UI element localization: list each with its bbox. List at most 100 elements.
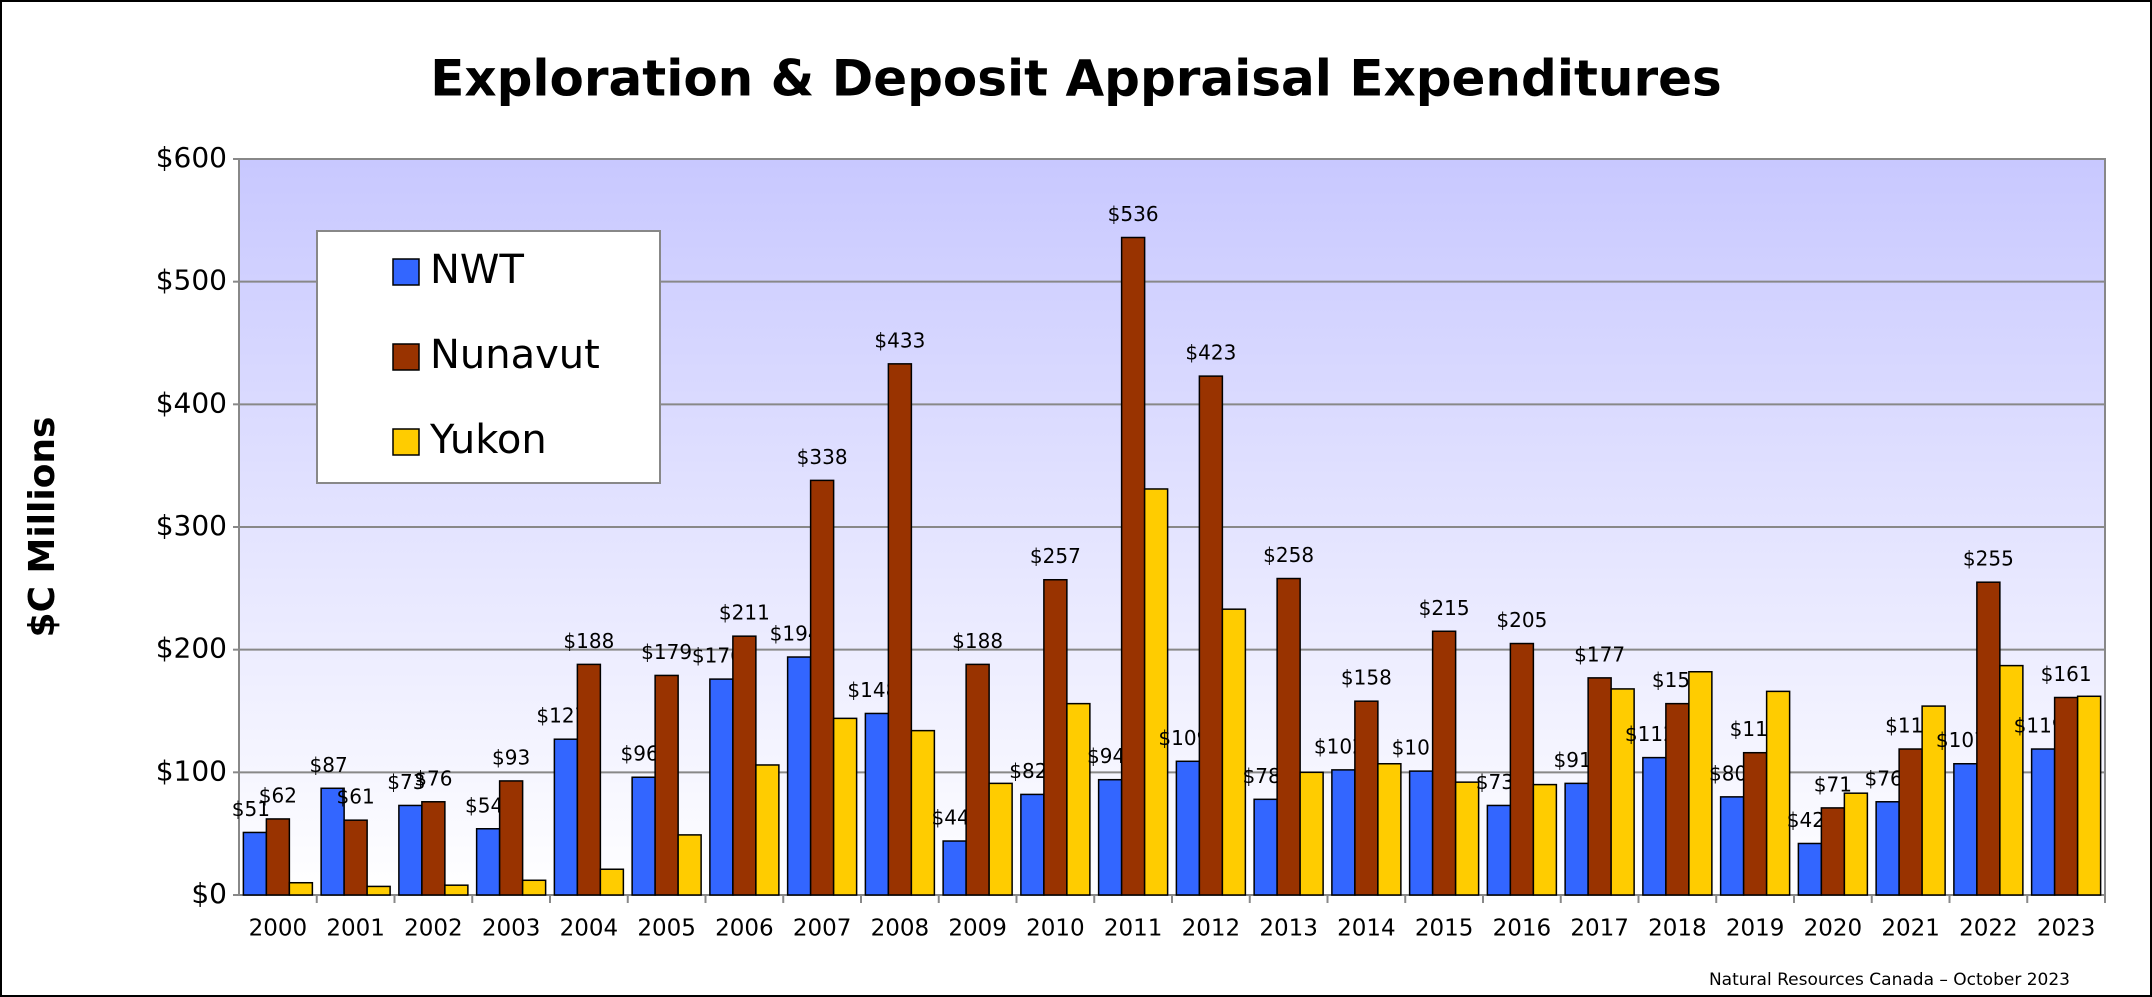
y-tick-label: $400 — [156, 386, 227, 419]
bar — [398, 804, 423, 896]
data-label: $62 — [259, 783, 297, 807]
bar — [2030, 748, 2056, 896]
bar — [366, 885, 391, 896]
bar — [521, 879, 547, 896]
bar — [1532, 783, 1558, 896]
bar — [1354, 700, 1379, 896]
bar — [288, 881, 314, 896]
bar — [864, 712, 890, 896]
bar — [1921, 705, 1946, 896]
data-label: $42 — [1787, 808, 1825, 832]
x-tick-label: 2021 — [1881, 916, 1940, 942]
bar — [654, 674, 679, 896]
data-label: $76 — [414, 766, 452, 790]
bar — [1198, 375, 1224, 896]
bar — [1765, 690, 1791, 896]
bar — [988, 782, 1013, 896]
data-label: $76 — [1865, 766, 1903, 790]
y-tick-label: $100 — [156, 754, 227, 787]
x-tick-label: 2004 — [560, 916, 619, 942]
bar — [1976, 581, 2001, 896]
bar — [1953, 762, 1978, 896]
legend-label: Yukon — [429, 417, 547, 463]
y-tick-label: $300 — [156, 509, 227, 542]
bar — [343, 819, 368, 896]
x-tick-label: 2010 — [1026, 916, 1085, 942]
bar — [444, 884, 469, 896]
x-tick-label: 2016 — [1493, 916, 1552, 942]
bar — [1719, 796, 1745, 896]
x-tick-label: 2013 — [1259, 916, 1318, 942]
bar — [1642, 756, 1667, 896]
bar — [1610, 688, 1635, 896]
data-label: $205 — [1496, 608, 1547, 632]
bar — [2053, 696, 2079, 896]
bar — [1221, 608, 1247, 896]
source-note: Natural Resources Canada – October 2023 — [1709, 970, 2070, 990]
y-tick-label: $500 — [156, 264, 227, 297]
bar — [421, 801, 446, 896]
y-tick-label: $200 — [156, 632, 227, 665]
x-tick-label: 2012 — [1182, 916, 1241, 942]
bar — [1486, 804, 1512, 896]
data-label: $73 — [1476, 770, 1514, 794]
bar — [1408, 770, 1434, 896]
bar — [677, 834, 702, 896]
x-tick-label: 2005 — [637, 916, 696, 942]
data-label: $96 — [621, 742, 659, 766]
data-label: $61 — [337, 785, 375, 809]
x-tick-label: 2015 — [1415, 916, 1474, 942]
data-label: $338 — [797, 445, 848, 469]
bar — [1509, 642, 1535, 896]
legend-swatch — [392, 343, 420, 371]
bar — [553, 738, 579, 896]
bar — [1175, 760, 1201, 896]
bar — [1587, 677, 1612, 896]
x-tick-label: 2022 — [1959, 916, 2018, 942]
data-label: $215 — [1419, 596, 1470, 620]
data-label: $91 — [1554, 748, 1592, 772]
bar — [1043, 578, 1068, 896]
x-tick-label: 2000 — [249, 916, 308, 942]
bar — [1820, 807, 1846, 896]
bar — [1431, 630, 1457, 896]
bar — [1299, 771, 1324, 896]
bar — [809, 479, 835, 896]
data-label: $78 — [1243, 764, 1281, 788]
bar — [631, 776, 656, 896]
x-tick-label: 2002 — [404, 916, 463, 942]
data-label: $188 — [563, 629, 614, 653]
x-tick-label: 2023 — [2037, 916, 2096, 942]
x-tick-label: 2018 — [1648, 916, 1707, 942]
data-label: $211 — [719, 601, 770, 625]
bar — [1564, 782, 1589, 896]
bar — [1742, 751, 1768, 896]
bar — [1066, 702, 1091, 896]
x-tick-label: 2011 — [1104, 916, 1163, 942]
bar — [1454, 781, 1480, 896]
bar — [1377, 762, 1402, 896]
x-tick-label: 2001 — [326, 916, 385, 942]
bar — [1797, 842, 1823, 896]
y-axis-label: $C Millions — [22, 417, 63, 638]
bar — [1999, 664, 2024, 896]
data-label: $93 — [492, 745, 530, 769]
chart-title: Exploration & Deposit Appraisal Expendit… — [430, 50, 1722, 108]
data-label: $94 — [1087, 744, 1125, 768]
bar — [910, 729, 936, 896]
data-label: $44 — [932, 806, 970, 830]
bar — [1276, 577, 1301, 896]
bar — [1143, 488, 1169, 896]
legend-swatch — [392, 258, 420, 286]
x-tick-label: 2006 — [715, 916, 774, 942]
data-label: $258 — [1263, 543, 1314, 567]
data-label: $179 — [641, 640, 692, 664]
bar — [732, 635, 757, 896]
data-label: $158 — [1341, 666, 1392, 690]
bar — [1097, 778, 1123, 896]
x-tick-label: 2009 — [948, 916, 1007, 942]
bar — [942, 840, 967, 896]
bar — [1843, 792, 1869, 896]
legend-box — [316, 230, 661, 484]
